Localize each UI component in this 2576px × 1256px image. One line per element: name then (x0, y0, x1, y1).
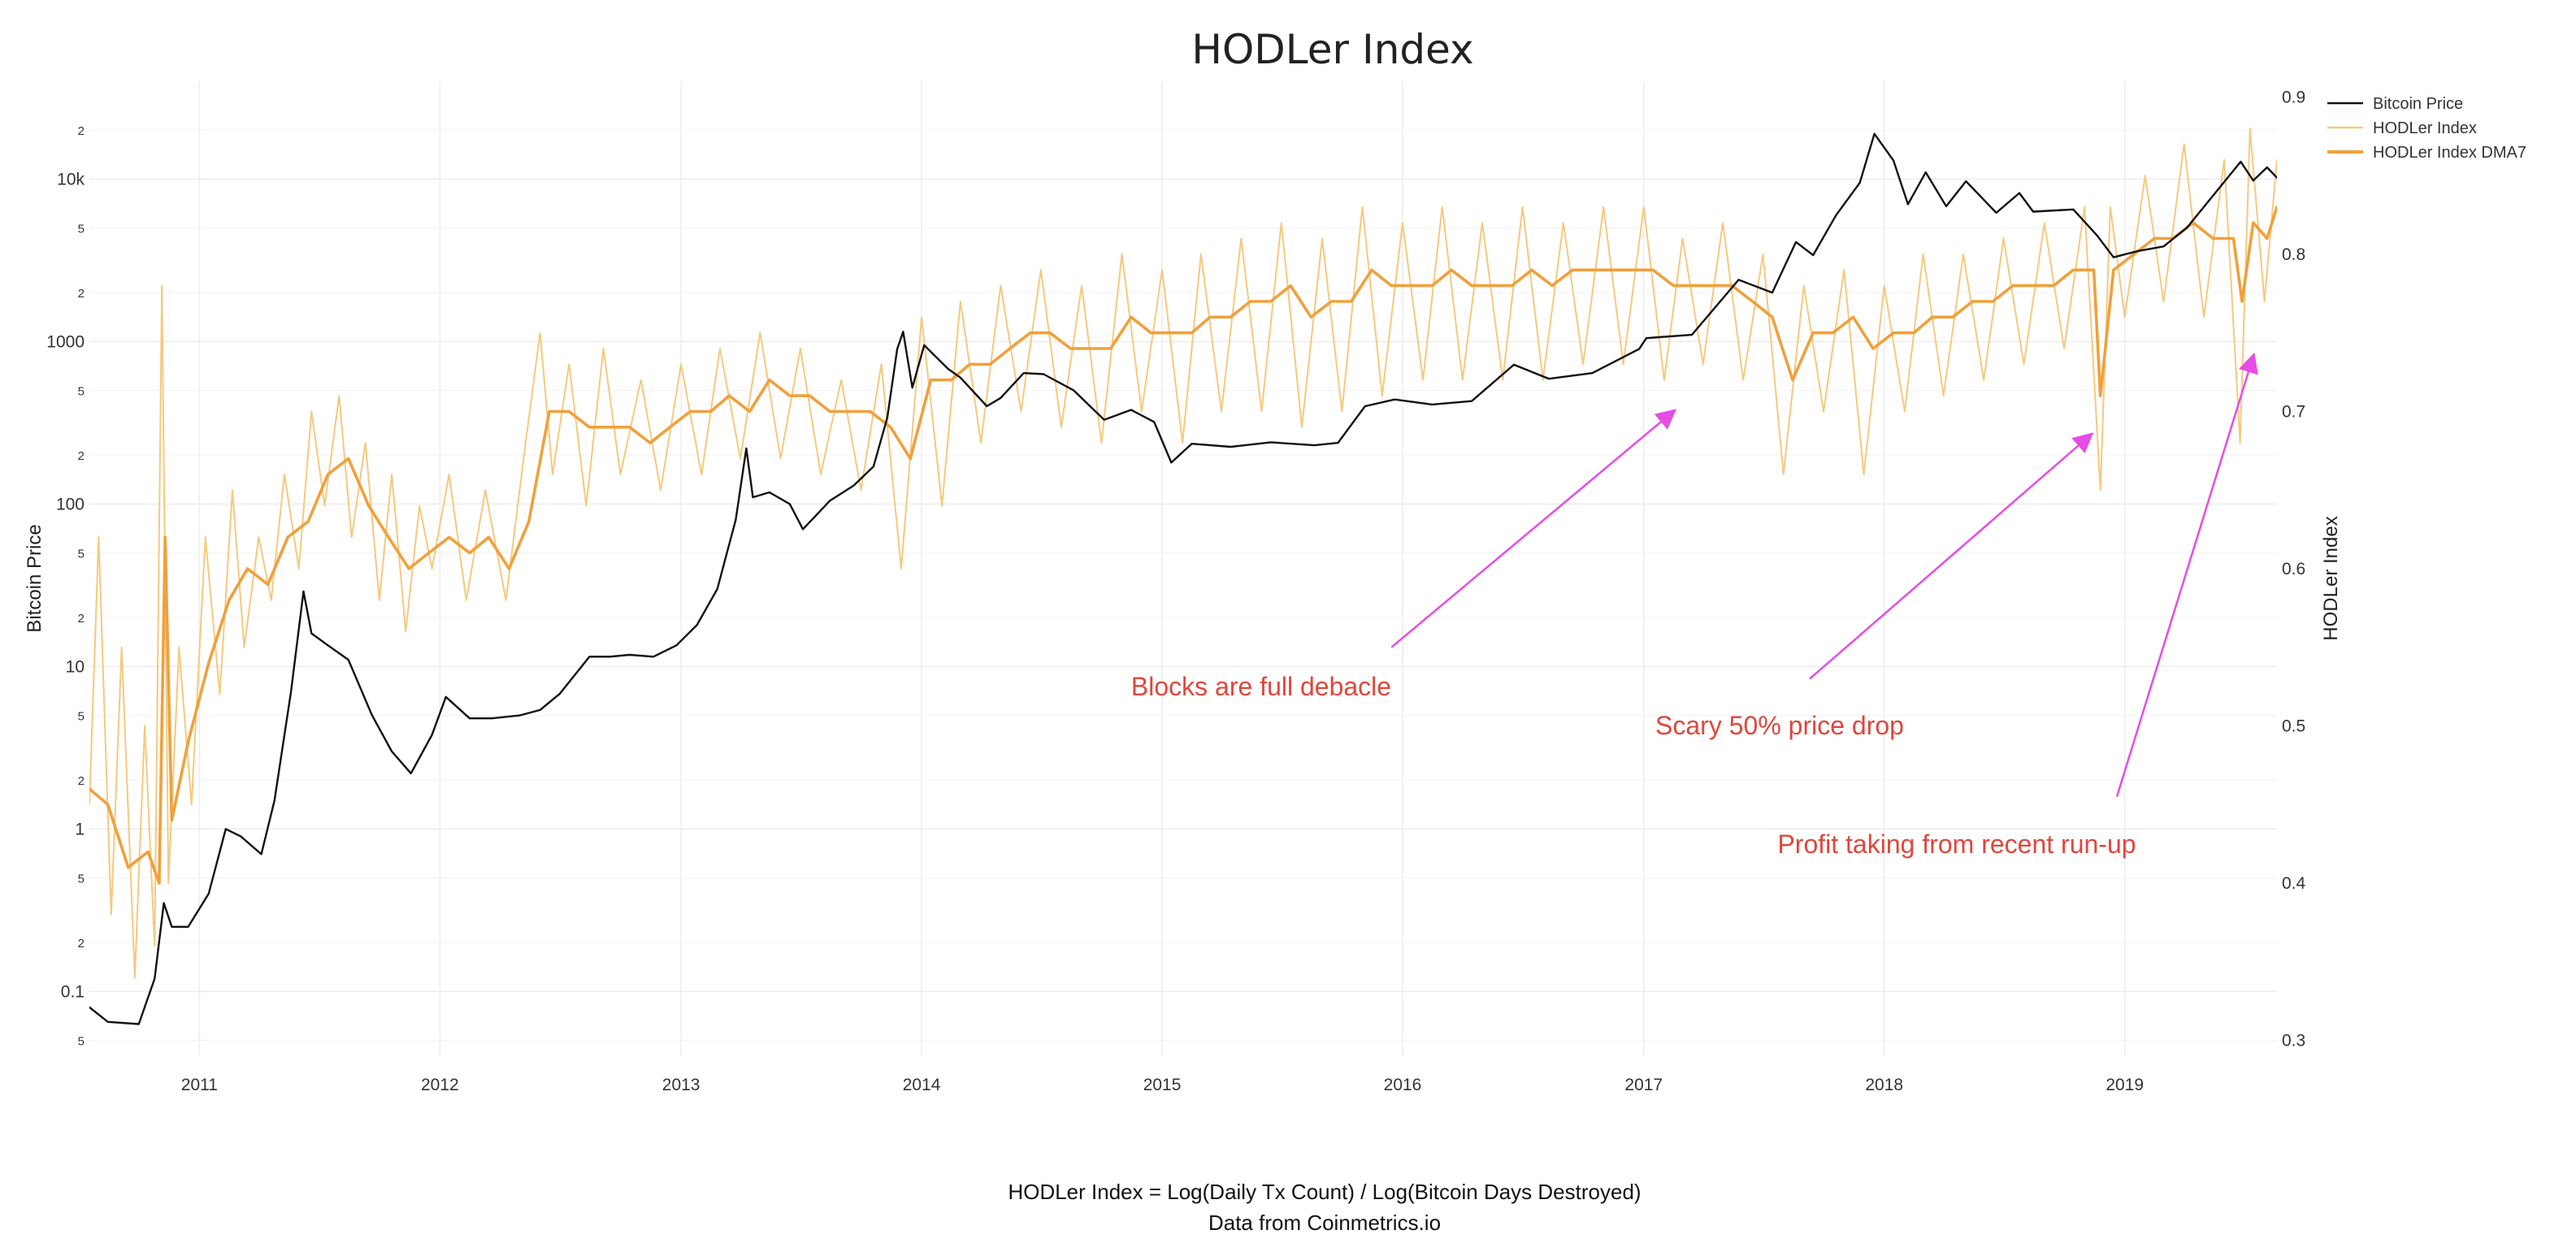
y-left-minor-tick-label: 2 (78, 774, 85, 788)
y-left-minor-tick-label: 2 (78, 287, 85, 301)
y-left-tick-label: 1 (75, 820, 85, 838)
y-right-axis-title: HODLer Index (2320, 516, 2342, 640)
annotation-label: Profit taking from recent run-up (1777, 829, 2136, 859)
series-line-bitcoin-price (89, 132, 2277, 1025)
x-tick-label: 2016 (1384, 1076, 1422, 1094)
footer-formula: HODLer Index = Log(Daily Tx Count) / Log… (1008, 1180, 1641, 1204)
x-tick-label: 2019 (2105, 1076, 2144, 1094)
x-tick-label: 2011 (181, 1076, 218, 1094)
y-left-minor-tick-label: 2 (78, 124, 85, 138)
y-left-tick-label: 100 (56, 495, 85, 513)
y-left-tick-label: 10k (57, 170, 85, 188)
legend-label: Bitcoin Price (2373, 95, 2463, 113)
y-left-minor-tick-label: 2 (78, 937, 85, 951)
y-right-tick-label: 0.7 (2282, 402, 2305, 421)
y-right-tick-label: 0.9 (2282, 88, 2305, 106)
y-left-minor-tick-label: 5 (78, 873, 85, 886)
y-right-axis-ticks: 0.3 0.4 0.5 0.6 0.7 0.8 0.9 (2282, 88, 2306, 1050)
annotation-arrow (1809, 432, 2094, 680)
y-left-axis-ticks: 0.1 1 10 100 1000 10k 5 2 5 2 5 2 5 2 5 2 5 2 (46, 124, 85, 1048)
annotation-arrow (2115, 352, 2258, 798)
legend: Bitcoin Price HODLer Index HODLer Index DM… (2327, 95, 2526, 162)
annotation-label: Scary 50% price drop (1655, 711, 1904, 740)
x-axis-ticks: 2011 2012 2013 2014 2015 2016 2017 2018 2019 (181, 1076, 2144, 1094)
series-line-hodler-index (89, 128, 2277, 979)
legend-label: HODLer Index (2373, 119, 2477, 137)
y-left-axis-title: Bitcoin Price (24, 524, 46, 632)
x-tick-label: 2018 (1865, 1076, 1903, 1094)
y-left-minor-tick-label: 2 (78, 449, 85, 463)
series-layer (89, 128, 2277, 1025)
x-tick-label: 2014 (903, 1076, 941, 1094)
y-left-minor-tick-label: 5 (78, 1035, 85, 1049)
series-line-hodler-index-dma7 (89, 206, 2277, 885)
annotation-label: Blocks are full debacle (1131, 672, 1391, 701)
y-right-tick-label: 0.4 (2282, 874, 2306, 893)
x-tick-label: 2012 (421, 1076, 459, 1094)
y-left-minor-tick-label: 5 (78, 385, 85, 399)
y-left-minor-tick-label: 5 (78, 548, 85, 561)
y-left-minor-tick-label: 5 (78, 710, 85, 724)
x-tick-label: 2017 (1624, 1076, 1663, 1094)
legend-label: HODLer Index DMA7 (2373, 144, 2526, 162)
chart-title: HODLer Index (1191, 26, 1473, 73)
annotations: Blocks are full debacle Scary 50% price d… (1131, 352, 2258, 859)
y-left-minor-tick-label: 2 (78, 612, 85, 626)
y-left-tick-label: 10 (66, 657, 85, 676)
y-left-tick-label: 1000 (46, 332, 85, 351)
y-right-tick-label: 0.6 (2282, 560, 2305, 578)
y-left-tick-label: 0.1 (61, 982, 85, 1001)
y-right-tick-label: 0.8 (2282, 245, 2305, 264)
footer-source: Data from Coinmetrics.io (1208, 1211, 1441, 1235)
annotation-arrow (1390, 409, 1677, 648)
x-tick-label: 2013 (662, 1076, 700, 1094)
y-right-tick-label: 0.3 (2282, 1032, 2305, 1050)
x-tick-label: 2015 (1143, 1076, 1182, 1094)
grid (89, 81, 2277, 1056)
y-right-tick-label: 0.5 (2282, 717, 2305, 736)
y-left-minor-tick-label: 5 (78, 223, 85, 236)
